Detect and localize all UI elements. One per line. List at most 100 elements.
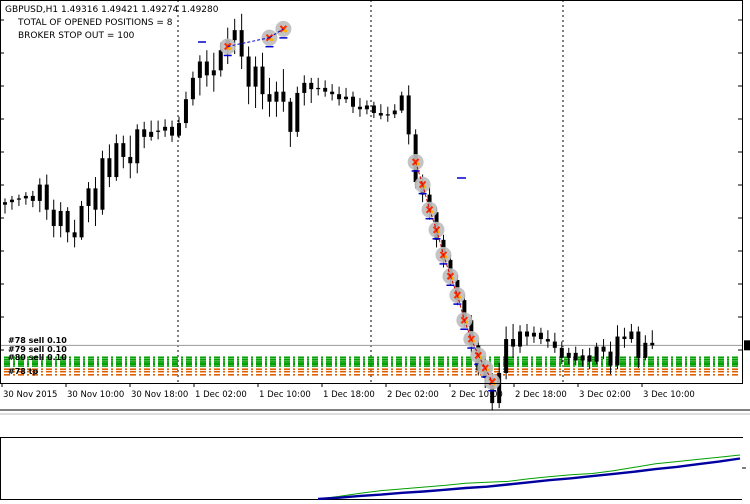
indicator-scale <box>742 438 750 500</box>
trade-connector-line <box>463 320 472 340</box>
trade-connector-line <box>269 28 284 39</box>
trade-exit-dot <box>416 162 420 166</box>
price-marker <box>744 340 750 351</box>
trade-exit-dot <box>283 29 287 33</box>
time-axis-label: 2 Dec 10:00 <box>451 390 503 400</box>
candle-body <box>364 105 369 110</box>
candle-body <box>149 131 154 137</box>
candle-body <box>580 355 585 361</box>
candle-body <box>281 91 286 102</box>
candle-body <box>156 130 161 132</box>
trade-exit-dot <box>485 368 489 372</box>
candle-body <box>170 126 175 136</box>
candle-body <box>37 184 42 201</box>
candle-body <box>344 96 349 100</box>
candle-body <box>650 342 655 346</box>
candle-body <box>260 66 265 95</box>
candle-body <box>406 95 411 135</box>
order-label-80-sell: #80 sell 0.10 <box>8 353 67 362</box>
stopout-text: BROKER STOP OUT = 100 <box>18 31 135 41</box>
trade-exit-dot <box>457 295 461 299</box>
time-axis-label: 1 Dec 02:00 <box>195 390 247 400</box>
candle-body <box>622 336 627 340</box>
trade-connector-line <box>227 37 270 47</box>
trade-connector-line <box>415 161 424 185</box>
candle-body <box>72 232 77 238</box>
candle-body <box>462 300 467 321</box>
candle-body <box>538 332 543 340</box>
trade-connector-line <box>477 355 486 369</box>
candle-body <box>351 96 355 107</box>
candle-body <box>392 110 397 115</box>
candle-body <box>357 106 362 110</box>
candle-body <box>323 87 328 92</box>
trade-connector-line <box>456 294 465 321</box>
candle-body <box>9 199 14 203</box>
trade-exit-dot <box>443 255 448 259</box>
order-label-78-tp: #78 tp <box>8 367 38 376</box>
candle-body <box>559 347 564 358</box>
time-axis-label: 3 Dec 10:00 <box>643 390 695 400</box>
candle-body <box>190 77 195 100</box>
trade-exit-dot <box>423 184 427 189</box>
trade-connector-line <box>470 338 479 356</box>
time-axis-label: 30 Nov 2015 <box>3 390 57 400</box>
candle-body <box>497 372 502 404</box>
candle-body <box>337 94 342 100</box>
order-label-78-sell: #78 sell 0.10 <box>8 336 67 345</box>
candle-body <box>295 92 300 132</box>
candle-body <box>142 129 147 137</box>
candle-body <box>573 352 578 361</box>
candle-body <box>518 331 523 347</box>
candle-body <box>587 355 592 362</box>
time-axis-label: 1 Dec 18:00 <box>323 390 375 400</box>
candle-body <box>30 195 35 201</box>
candle-body <box>86 188 91 206</box>
candle-body <box>44 184 49 210</box>
candle-body <box>58 210 63 227</box>
candle-body <box>385 114 390 116</box>
candle-body <box>594 346 599 362</box>
indicator-pane-frame <box>0 437 743 500</box>
candle-body <box>566 352 571 358</box>
equity-line <box>317 454 741 500</box>
candle-body <box>135 129 140 164</box>
candle-body <box>107 158 112 178</box>
candle-body <box>93 188 98 210</box>
candle-body <box>274 91 279 102</box>
candle-body <box>79 205 84 238</box>
trade-connector-line <box>449 276 458 296</box>
trade-connector-line <box>422 184 431 210</box>
candle-body <box>511 339 516 347</box>
candle-body <box>330 91 335 95</box>
trade-exit-dot <box>269 38 274 42</box>
candle-body <box>309 82 314 90</box>
symbol-header: GBPUSD,H1 1.49316 1.49421 1.49274 1.4928… <box>5 5 219 15</box>
trade-connector-line <box>436 229 444 256</box>
candle-body <box>636 331 641 358</box>
candle-body <box>504 339 509 373</box>
candle-body <box>608 351 613 366</box>
trade-connector-line <box>429 209 437 230</box>
trade-connector-line <box>484 367 493 382</box>
time-axis-label: 30 Nov 18:00 <box>131 390 188 400</box>
candle-body <box>552 341 557 348</box>
time-axis-label: 3 Dec 02:00 <box>579 390 631 400</box>
candle-body <box>211 70 216 76</box>
candle-body <box>204 61 209 76</box>
time-axis-label: 2 Dec 18:00 <box>515 390 567 400</box>
candle-body <box>183 99 188 124</box>
candle-body <box>253 66 258 87</box>
candle-body <box>371 105 376 114</box>
candle-body <box>643 342 648 358</box>
candle-body <box>267 94 272 102</box>
order-label-79-sell: #79 sell 0.10 <box>8 345 67 354</box>
candle-body <box>239 30 244 57</box>
candle-body <box>23 195 28 199</box>
candle-body <box>288 101 293 132</box>
trade-exit-dot <box>450 276 455 280</box>
time-axis-label: 1 Dec 10:00 <box>259 390 311 400</box>
candle-body <box>218 50 223 71</box>
